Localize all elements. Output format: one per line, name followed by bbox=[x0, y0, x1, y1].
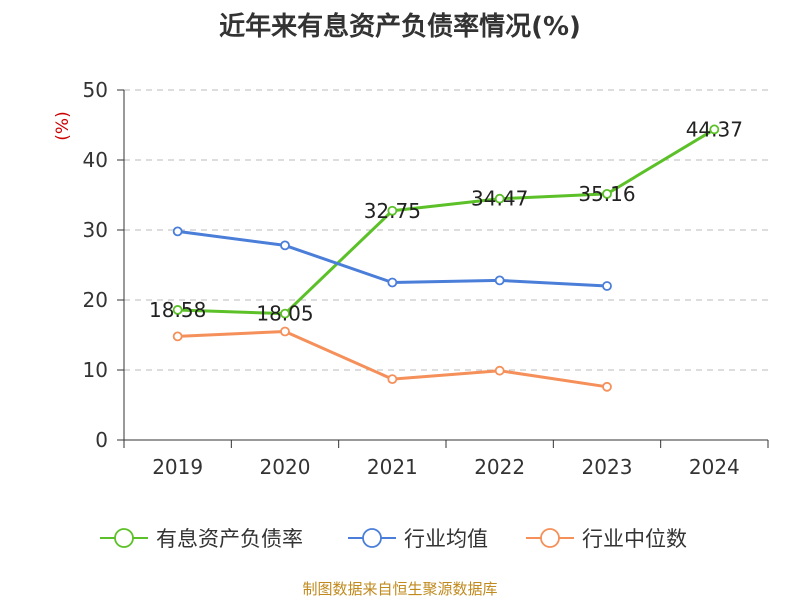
data-point[interactable] bbox=[494, 275, 505, 286]
data-point[interactable] bbox=[709, 124, 720, 135]
data-label: 18.05 bbox=[256, 302, 313, 326]
data-label: 44.37 bbox=[686, 117, 743, 141]
data-point[interactable] bbox=[280, 240, 290, 251]
y-tick-label: 30 bbox=[83, 218, 108, 242]
data-point[interactable] bbox=[494, 193, 505, 204]
x-tick-label: 2023 bbox=[582, 455, 633, 479]
y-tick-label: 20 bbox=[83, 288, 108, 312]
x-tick-label: 2021 bbox=[367, 455, 418, 479]
series bbox=[172, 124, 720, 392]
series-line bbox=[177, 128, 716, 316]
data-label: 18.58 bbox=[149, 298, 206, 322]
gridlines bbox=[124, 89, 768, 371]
data-point[interactable] bbox=[602, 381, 612, 392]
legend-label: 有息资产负债率 bbox=[156, 527, 303, 551]
data-point[interactable] bbox=[494, 365, 505, 376]
series-2 bbox=[172, 326, 612, 392]
axes: 0 10 20 30 40 50 2019 2020 2021 2022 2023 2024 bbox=[83, 78, 769, 479]
y-tick-label: 40 bbox=[83, 148, 108, 172]
data-point[interactable] bbox=[280, 326, 290, 337]
data-point[interactable] bbox=[172, 305, 183, 315]
legend-marker bbox=[362, 528, 382, 548]
data-point[interactable] bbox=[172, 331, 183, 342]
legend[interactable]: 有息资产负债率 行业均值 行业中位数 bbox=[100, 527, 687, 551]
data-point[interactable] bbox=[387, 374, 398, 385]
x-tick-label: 2024 bbox=[689, 455, 740, 479]
y-axis-title: (%) bbox=[53, 111, 73, 140]
chart-title: 近年来有息资产负债率情况(%) bbox=[219, 12, 581, 42]
x-tick-label: 2019 bbox=[152, 455, 203, 479]
legend-label: 行业均值 bbox=[404, 527, 488, 551]
data-point[interactable] bbox=[602, 281, 612, 291]
legend-marker bbox=[540, 528, 560, 548]
legend-marker bbox=[114, 528, 134, 548]
legend-item-0[interactable]: 有息资产负债率 bbox=[100, 527, 303, 551]
data-point[interactable] bbox=[602, 188, 612, 199]
data-label: 35.16 bbox=[578, 182, 635, 206]
legend-label: 行业中位数 bbox=[582, 527, 687, 551]
data-point[interactable] bbox=[172, 226, 183, 237]
data-label: 34.47 bbox=[471, 187, 528, 211]
series-0 bbox=[172, 124, 720, 319]
y-tick-label: 0 bbox=[95, 428, 108, 452]
y-tick-label: 50 bbox=[83, 78, 108, 102]
source-note: 制图数据来自恒生聚源数据库 bbox=[302, 580, 498, 598]
data-point[interactable] bbox=[387, 277, 398, 288]
x-tick-label: 2022 bbox=[474, 455, 525, 479]
legend-item-2[interactable]: 行业中位数 bbox=[526, 527, 687, 551]
data-labels: 18.58 18.05 32.75 34.47 35.16 44.37 bbox=[149, 117, 743, 325]
series-1 bbox=[172, 226, 612, 291]
data-point[interactable] bbox=[387, 205, 398, 216]
x-tick-label: 2020 bbox=[260, 455, 311, 479]
y-tick-label: 10 bbox=[83, 358, 108, 382]
data-point[interactable] bbox=[280, 308, 290, 319]
legend-item-1[interactable]: 行业均值 bbox=[348, 527, 488, 551]
data-label: 32.75 bbox=[364, 199, 421, 223]
